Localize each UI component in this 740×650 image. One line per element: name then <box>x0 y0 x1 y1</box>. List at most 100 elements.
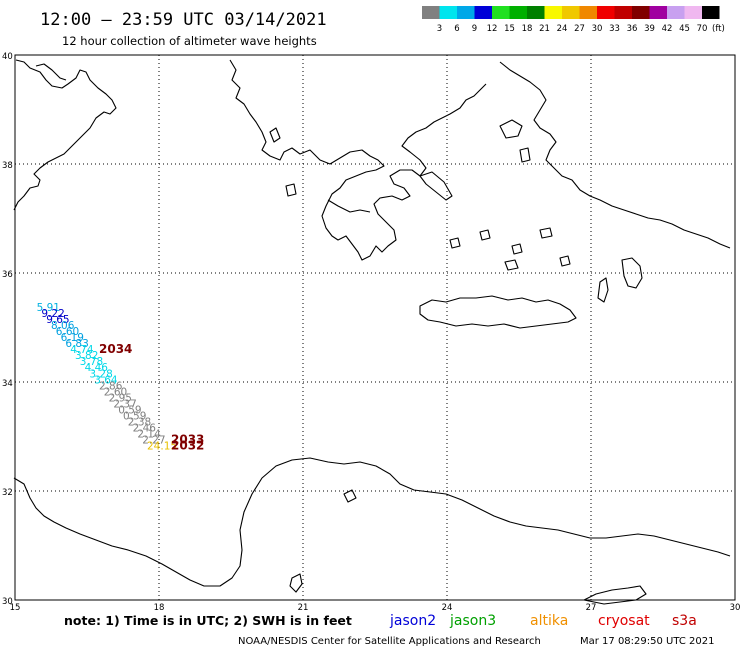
wave-height-reading: 24.15 <box>147 441 177 453</box>
color-scale-swatch <box>422 6 440 19</box>
longitude-tick-label: 15 <box>10 603 21 613</box>
legend-entry: cryosat <box>598 613 650 629</box>
coast-island-b <box>479 229 491 241</box>
color-scale-swatch <box>702 6 720 19</box>
color-scale-swatch <box>632 6 650 19</box>
wave-height-reading: 2.46 <box>133 423 157 435</box>
color-scale-label: 9 <box>472 24 477 34</box>
color-scale-swatch <box>649 6 667 19</box>
color-scale-label: 30 <box>592 24 603 34</box>
wave-height-reading: 9.65 <box>46 314 69 326</box>
coast-karpathos <box>597 277 609 303</box>
altimeter-readings: 5.919.229.658.066.606.196.834.743.823.78… <box>37 302 177 452</box>
coast-kithira <box>289 573 303 593</box>
coast-lesbos <box>499 119 523 139</box>
color-scale-swatch <box>474 6 492 19</box>
latitude-tick-label: 36 <box>2 270 13 280</box>
longitude-tick-label: 18 <box>154 603 165 613</box>
coast-crete <box>419 295 577 329</box>
color-scale-label: 42 <box>662 24 673 34</box>
coast-island-a <box>449 237 461 249</box>
coast-italy-heel <box>35 63 67 81</box>
color-scale-swatch <box>614 6 632 19</box>
color-scale-swatch <box>684 6 702 19</box>
pass-time-label: 2032 <box>171 439 204 453</box>
latitude-tick-label: 34 <box>2 379 13 389</box>
map-frame <box>14 54 736 601</box>
color-scale-label: 27 <box>574 24 585 34</box>
wave-height-reading: 4.74 <box>70 344 94 356</box>
page-subtitle: 12 hour collection of altimeter wave hei… <box>62 34 317 48</box>
wave-height-reading: 0.59 <box>123 411 146 423</box>
legend-entry: s3a <box>672 613 697 629</box>
color-scale-label: 33 <box>609 24 620 34</box>
map-grid: 15 18 21 24 27 30 30 32 34 36 38 40 <box>2 52 740 613</box>
color-scale-swatch <box>439 6 457 19</box>
legend-entry: jason3 <box>449 613 496 629</box>
wave-height-reading: 6.60 <box>56 326 79 338</box>
footer-credit: NOAA/NESDIS Center for Satellite Applica… <box>238 636 541 647</box>
color-scale-swatch <box>457 6 475 19</box>
wave-height-reading: 0.59 <box>118 405 141 417</box>
coast-italy <box>13 59 117 211</box>
latitude-tick-label: 30 <box>2 597 13 607</box>
wave-height-reading: 2.60 <box>104 387 127 399</box>
coast-island-f <box>559 255 571 267</box>
wave-height-reading: 2.86 <box>99 381 123 393</box>
wave-height-reading: 6.19 <box>61 332 84 344</box>
legend-entry: jason2 <box>389 613 436 629</box>
latitude-tick-label: 32 <box>2 488 13 498</box>
coast-island-d <box>539 227 553 239</box>
coast-chios <box>519 147 531 163</box>
footer-timestamp: Mar 17 08:29:50 UTC 2021 <box>580 636 715 647</box>
wave-height-reading: 5.91 <box>37 302 60 314</box>
color-scale-label: 12 <box>487 24 498 34</box>
color-scale-swatch <box>544 6 562 19</box>
color-scale-unit: (ft) <box>712 24 725 34</box>
color-scale-swatch <box>527 6 545 19</box>
coast-kefalonia <box>285 183 297 197</box>
wave-height-reading: 2.95 <box>109 393 132 405</box>
color-scale-swatch <box>667 6 685 19</box>
color-scale-label: 70 <box>697 24 708 34</box>
wave-height-reading: 2.14 <box>137 429 161 441</box>
coast-malta <box>343 489 357 503</box>
wave-height-color-scale: 3 6 9 12 15 18 21 24 27 30 33 36 39 42 45 70 <box>422 6 720 34</box>
coast-cyprus <box>583 585 647 605</box>
wave-height-reading: 3.28 <box>89 369 112 381</box>
longitude-tick-label: 30 <box>730 603 740 613</box>
color-scale-swatch <box>492 6 510 19</box>
wave-height-reading: 2.37 <box>113 399 136 411</box>
pass-time-label: 2033 <box>171 433 204 447</box>
wave-height-reading: 3.64 <box>94 375 118 387</box>
wave-height-reading: 6.83 <box>65 338 88 350</box>
wave-height-reading: 8.06 <box>51 320 75 332</box>
longitude-tick-label: 27 <box>586 603 597 613</box>
color-scale-swatch <box>579 6 597 19</box>
coastlines <box>13 59 731 605</box>
latitude-tick-label: 38 <box>2 161 13 171</box>
color-scale-label: 45 <box>679 24 690 34</box>
coast-euboea <box>419 171 453 201</box>
wave-height-reading: 2.38 <box>128 417 151 429</box>
wave-height-reading: 2.27 <box>142 435 165 447</box>
color-scale-label: 18 <box>522 24 533 34</box>
wave-height-reading: 9.22 <box>41 308 64 320</box>
coast-rhodes <box>621 257 643 289</box>
color-scale-label: 3 <box>437 24 442 34</box>
color-scale-label: 15 <box>504 24 515 34</box>
coast-island-c <box>511 243 523 255</box>
color-scale-label: 6 <box>454 24 459 34</box>
latitude-tick-label: 40 <box>2 52 13 62</box>
longitude-tick-label: 24 <box>442 603 453 613</box>
color-scale-label: 21 <box>539 24 550 34</box>
coast-libya-egypt <box>13 457 731 587</box>
color-scale-swatch <box>597 6 615 19</box>
color-scale-label: 24 <box>557 24 568 34</box>
coast-turkey <box>499 61 731 249</box>
legend-entry: altika <box>530 613 568 629</box>
satellite-legend: jason2 jason3 altika cryosat s3a <box>389 613 697 629</box>
color-scale-swatch <box>509 6 527 19</box>
